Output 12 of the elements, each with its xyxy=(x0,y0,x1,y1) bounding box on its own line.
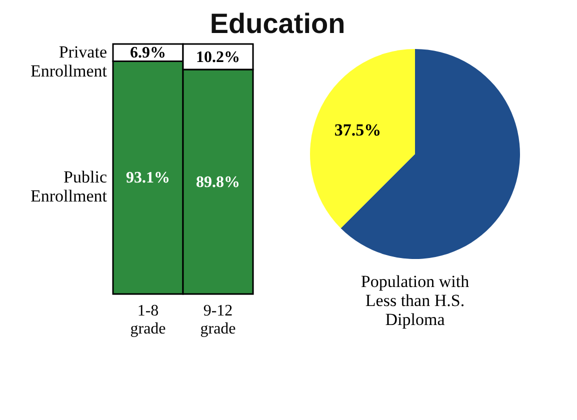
chart-title: Education xyxy=(210,8,346,39)
data-label: 10.2% xyxy=(196,48,240,66)
data-label: 93.1% xyxy=(126,170,170,187)
text: Population with Less than H.S. Diploma xyxy=(360,272,470,329)
x-tick-label: 1-8 grade xyxy=(130,302,166,338)
x-tick-label: 9-12 grade xyxy=(200,302,236,338)
data-label: 89.8% xyxy=(196,174,240,191)
pie-slice xyxy=(310,49,415,228)
series-label: Public Enrollment xyxy=(30,168,108,206)
series-label: Private Enrollment xyxy=(30,42,108,81)
data-label: 37.5% xyxy=(334,120,382,140)
data-label: 6.9% xyxy=(130,44,166,62)
